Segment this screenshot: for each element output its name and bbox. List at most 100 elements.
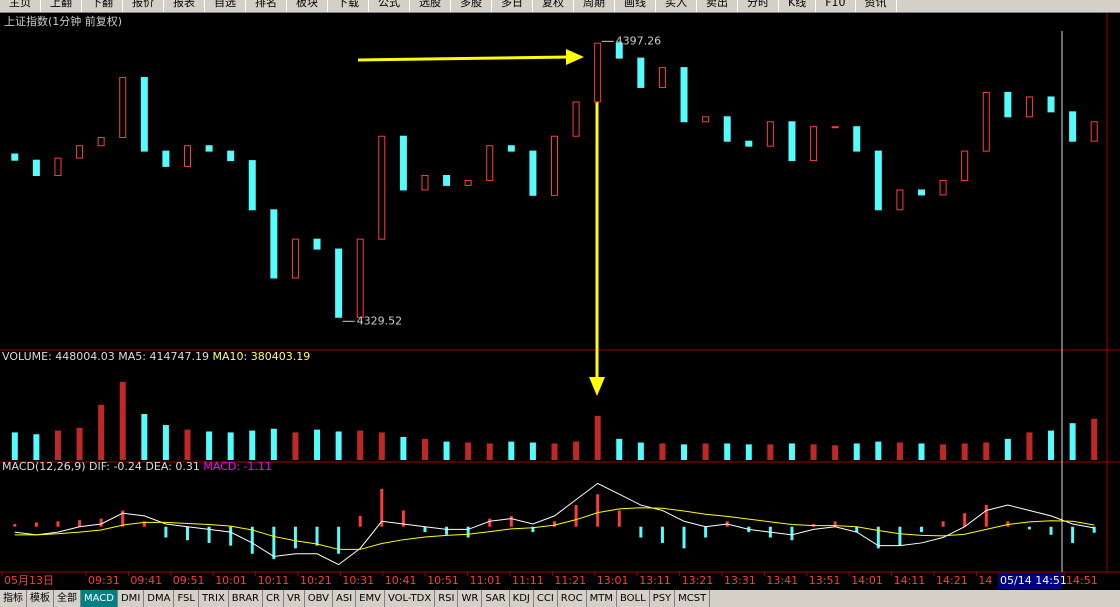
- tab[interactable]: BOLL: [617, 590, 650, 607]
- candle: [896, 189, 904, 211]
- tab[interactable]: FSL: [174, 590, 199, 607]
- legend-text: -1.11: [244, 460, 272, 473]
- menu-item[interactable]: 多股: [451, 0, 492, 12]
- menu-item[interactable]: 画线: [615, 0, 656, 12]
- volume-bar: [357, 430, 364, 460]
- x-tick-label: 13:51: [809, 574, 841, 587]
- tab[interactable]: OBV: [305, 590, 333, 607]
- candle: [378, 135, 386, 240]
- menu-item[interactable]: 下载: [328, 0, 369, 12]
- menu-item[interactable]: 买入: [656, 0, 697, 12]
- x-tick-label: 14:01: [851, 574, 883, 587]
- legend: MACD(12,26,9) DIF: -0.24 DEA: 0.31 MACD:…: [2, 460, 272, 473]
- candle: [939, 179, 947, 196]
- volume-bar: [141, 414, 148, 460]
- menu-item[interactable]: 排名: [246, 0, 287, 12]
- x-tick-label: 10:21: [300, 574, 332, 587]
- legend-text: MACD:: [203, 460, 240, 473]
- candle: [982, 91, 990, 152]
- legend: VOLUME: 448004.03 MA5: 414747.19 MA10: 3…: [2, 350, 310, 363]
- menu-item[interactable]: 自选: [205, 0, 246, 12]
- tab[interactable]: VOL-TDX: [385, 590, 436, 607]
- candle: [788, 121, 796, 162]
- tab[interactable]: 指标: [0, 590, 27, 607]
- volume-bar: [270, 428, 277, 460]
- tab[interactable]: SAR: [482, 590, 510, 607]
- tab[interactable]: MTM: [587, 590, 617, 607]
- x-tick-label: 14:51: [1066, 574, 1098, 587]
- volume-bar: [486, 443, 493, 460]
- volume-bar: [767, 444, 774, 460]
- candle: [162, 150, 170, 167]
- menu-item[interactable]: 复权: [533, 0, 574, 12]
- menu-item[interactable]: 报表: [164, 0, 205, 12]
- tab[interactable]: 模板: [27, 590, 54, 607]
- menu-item[interactable]: K线: [779, 0, 817, 12]
- candle: [464, 179, 472, 186]
- volume-bar: [594, 415, 601, 460]
- tab[interactable]: MCST: [675, 590, 711, 607]
- arrow-head: [589, 377, 605, 396]
- candle: [615, 42, 623, 59]
- candle: [658, 67, 666, 88]
- legend-text: 414747.19: [150, 350, 210, 363]
- menu-item[interactable]: F10: [816, 0, 856, 12]
- volume-bar: [788, 443, 795, 460]
- menu-item[interactable]: 分时: [738, 0, 779, 12]
- volume-bar: [465, 442, 472, 460]
- menu-item[interactable]: 主页: [0, 0, 41, 12]
- tab[interactable]: KDJ: [510, 590, 534, 607]
- menu-item[interactable]: 资讯: [856, 0, 897, 12]
- volume-bar: [745, 444, 752, 460]
- tab[interactable]: VR: [284, 590, 305, 607]
- candle: [723, 116, 731, 142]
- candle: [205, 145, 213, 152]
- menu-item[interactable]: 上翻: [41, 0, 82, 12]
- tab[interactable]: MACD: [81, 590, 118, 607]
- candle: [291, 238, 299, 279]
- candle: [680, 67, 688, 123]
- volume-bar: [249, 430, 256, 460]
- candle: [766, 121, 774, 147]
- volume-bar: [508, 441, 515, 460]
- menu-item[interactable]: 板块: [287, 0, 328, 12]
- x-tick-label: 13:41: [766, 574, 798, 587]
- tab[interactable]: ROC: [558, 590, 587, 607]
- tab[interactable]: CCI: [534, 590, 558, 607]
- volume-bar: [940, 444, 947, 460]
- tab[interactable]: CR: [263, 590, 284, 607]
- tab[interactable]: TRIX: [199, 590, 229, 607]
- candle: [313, 238, 321, 250]
- tab[interactable]: 全部: [54, 590, 81, 607]
- x-tick-label: 11:21: [554, 574, 586, 587]
- tab[interactable]: RSI: [435, 590, 459, 607]
- legend-text: 0.31: [175, 460, 200, 473]
- candle: [443, 174, 451, 186]
- volume-bar: [443, 441, 450, 460]
- menu-item[interactable]: 下翻: [82, 0, 123, 12]
- menu-item[interactable]: 多日: [492, 0, 533, 12]
- tab[interactable]: ASI: [333, 590, 357, 607]
- legend-text: 380403.19: [251, 350, 311, 363]
- tab[interactable]: DMA: [144, 590, 175, 607]
- menu-item[interactable]: 公式: [369, 0, 410, 12]
- menu-item[interactable]: 周期: [574, 0, 615, 12]
- x-tick-label: 10:51: [427, 574, 459, 587]
- tab[interactable]: WR: [458, 590, 483, 607]
- tab[interactable]: BRAR: [229, 590, 263, 607]
- legend-text: MA5:: [118, 350, 146, 363]
- volume-bar: [983, 442, 990, 460]
- menu-item[interactable]: 选股: [410, 0, 451, 12]
- legend-text: VOLUME:: [2, 350, 52, 363]
- tab[interactable]: EMV: [356, 590, 385, 607]
- candle: [1047, 96, 1055, 113]
- menu-item[interactable]: 卖出: [697, 0, 738, 12]
- tab[interactable]: DMI: [118, 590, 145, 607]
- volume-bar: [314, 429, 321, 460]
- x-tick-label: 14:21: [936, 574, 968, 587]
- tab[interactable]: PSY: [650, 590, 676, 607]
- menu-item[interactable]: 报价: [123, 0, 164, 12]
- volume-bar: [76, 427, 83, 460]
- x-tick-label: 09:31: [88, 574, 120, 587]
- x-tick-label: 13:01: [597, 574, 629, 587]
